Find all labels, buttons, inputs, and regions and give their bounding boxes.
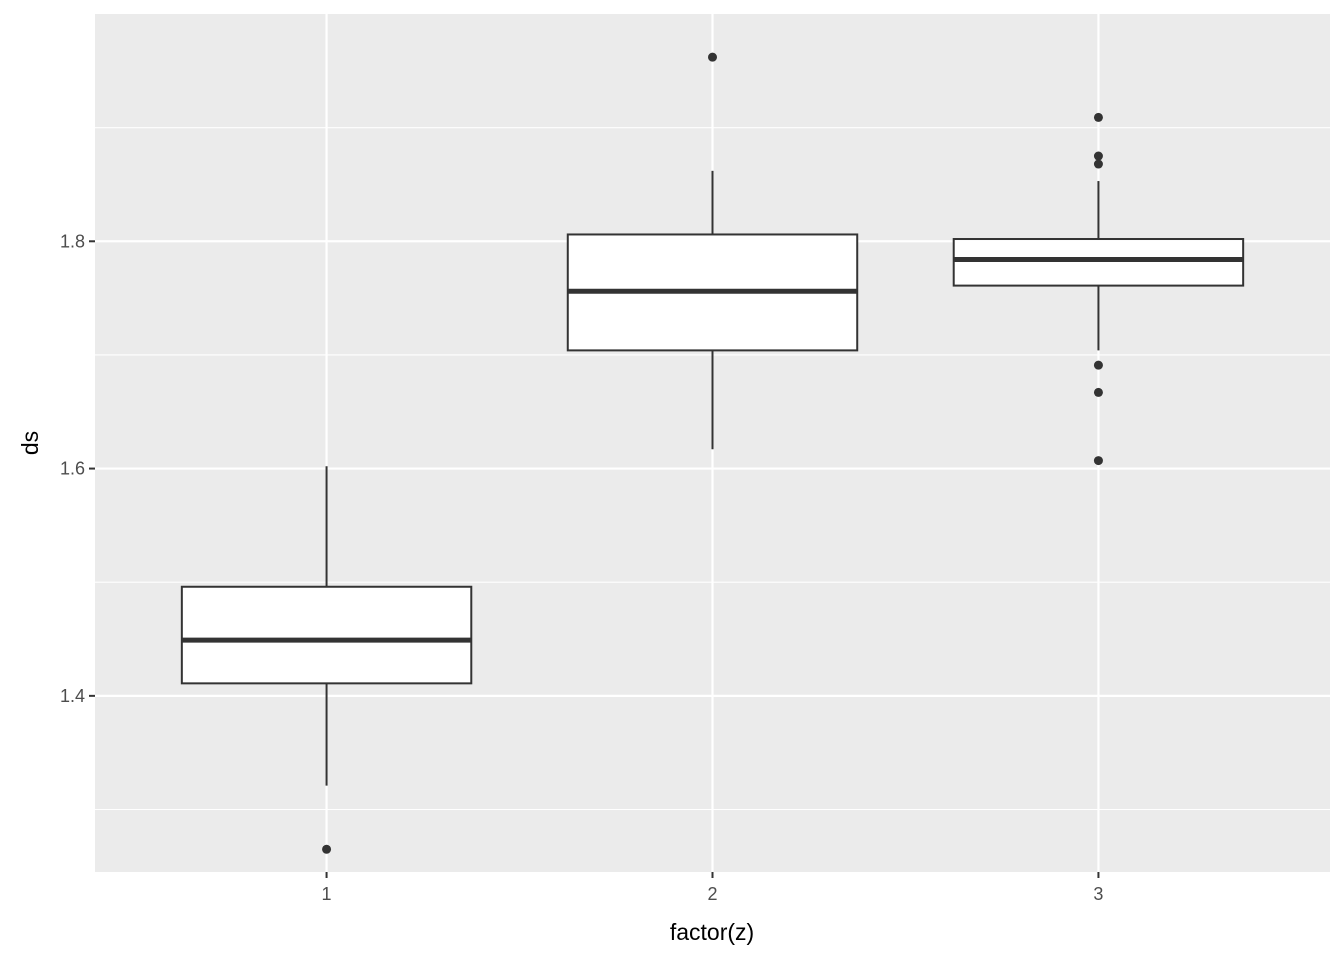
outlier-point	[1093, 456, 1103, 466]
box-group-1	[180, 466, 473, 854]
y-tick-label: 1.6	[60, 459, 85, 479]
outlier-point	[1093, 387, 1103, 397]
x-axis-title: factor(z)	[670, 919, 754, 945]
outlier-point	[1093, 112, 1103, 122]
x-tick-label: 1	[322, 884, 332, 904]
x-tick-label: 2	[707, 884, 717, 904]
outlier-point	[1093, 360, 1103, 370]
outlier-point	[708, 52, 717, 62]
boxes	[180, 52, 1245, 854]
y-axis: 1.4 1.6 1.8	[60, 231, 95, 706]
outlier-point	[1093, 151, 1103, 161]
y-tick-label: 1.8	[60, 231, 85, 251]
x-tick-label: 3	[1093, 884, 1103, 904]
box-group-2	[566, 52, 859, 450]
y-tick-label: 1.4	[60, 686, 85, 706]
outlier-point	[1093, 159, 1103, 169]
box-group-3	[952, 112, 1245, 466]
box-iqr	[952, 238, 1245, 287]
x-axis: 1 2 3	[322, 872, 1103, 904]
outlier-point	[322, 844, 332, 854]
box-iqr	[180, 585, 473, 685]
y-axis-title: ds	[17, 431, 43, 455]
